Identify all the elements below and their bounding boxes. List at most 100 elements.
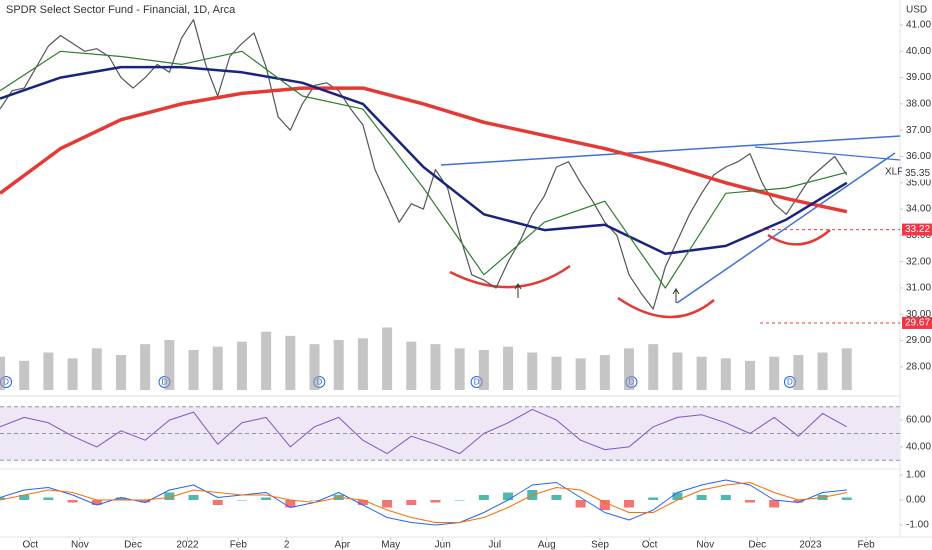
volume-bar xyxy=(527,352,538,390)
histogram-bar xyxy=(91,500,102,505)
volume-bar xyxy=(841,348,852,390)
series-line xyxy=(0,86,848,214)
series-line xyxy=(0,479,847,526)
x-tick-label: Nov xyxy=(696,540,714,550)
y-tick-label: 34.00 xyxy=(906,204,931,215)
histogram-bar xyxy=(672,492,683,500)
y-tick-label: 38.00 xyxy=(906,99,931,110)
x-tick-label: Dec xyxy=(748,540,766,550)
x-tick-label: May xyxy=(381,540,400,550)
series-line xyxy=(0,19,848,310)
volume-bar xyxy=(551,356,562,390)
volume-bar xyxy=(19,360,30,390)
histogram-bar xyxy=(454,500,465,501)
histogram-bar xyxy=(261,497,272,500)
series-line xyxy=(0,65,848,256)
y-tick-label: 41.00 xyxy=(906,20,931,31)
histogram-bar xyxy=(357,500,368,505)
histogram-bar xyxy=(430,500,441,503)
histogram-bar xyxy=(212,500,223,505)
histogram-bar xyxy=(285,500,296,508)
volume-bar xyxy=(309,344,320,390)
histogram-bar xyxy=(551,495,562,500)
volume-bar xyxy=(720,358,731,390)
volume-bar xyxy=(212,346,223,390)
histogram-bar xyxy=(406,500,417,505)
volume-bar xyxy=(454,348,465,390)
volume-bar xyxy=(817,352,828,390)
x-tick-label: 2022 xyxy=(176,540,199,550)
symbol-label: XLF xyxy=(885,167,903,178)
volume-bar xyxy=(140,344,151,390)
histogram-bar xyxy=(648,497,659,500)
x-tick-label: Oct xyxy=(642,540,658,550)
x-tick-label: Sep xyxy=(591,540,609,550)
volume-bar xyxy=(599,355,610,390)
chart-title: SPDR Select Sector Fund - Financial, 1D,… xyxy=(6,4,236,16)
volume-bar xyxy=(503,346,514,390)
volume-bar xyxy=(0,356,5,390)
y-tick-label: 40.00 xyxy=(906,46,931,57)
arrow xyxy=(514,283,522,298)
y-tick-label: 31.00 xyxy=(906,283,931,294)
volume-bar xyxy=(164,340,175,390)
volume-bar xyxy=(357,338,368,390)
volume-bar xyxy=(745,360,755,390)
trend-line xyxy=(440,135,901,166)
histogram-bar xyxy=(140,500,151,503)
pattern-arc xyxy=(617,296,715,319)
volume-bar xyxy=(236,341,247,390)
y-tick-label: 60.00 xyxy=(906,415,931,426)
y-tick-label: 29.00 xyxy=(906,335,931,346)
dividend-label: D xyxy=(474,378,480,387)
y-tick-label: 32.00 xyxy=(906,256,931,267)
y-tick-label: 40.00 xyxy=(906,442,931,453)
volume-bar xyxy=(91,348,102,390)
dividend-label: D xyxy=(787,378,793,387)
histogram-bar xyxy=(382,500,393,508)
volume-bar xyxy=(333,340,344,390)
price-label: 33.22 xyxy=(905,224,930,235)
price-label-box xyxy=(902,223,932,236)
x-tick-label: Oct xyxy=(22,540,38,550)
volume-bar xyxy=(188,350,199,390)
y-tick-label: 1.00 xyxy=(906,470,926,481)
y-tick-label: 36.00 xyxy=(906,151,931,162)
x-tick-label: Aug xyxy=(538,540,556,550)
volume-bar xyxy=(672,352,683,390)
x-tick-label: Feb xyxy=(858,540,876,550)
pattern-arc xyxy=(767,229,831,246)
volume-bar xyxy=(382,327,393,390)
y-tick-label: 39.00 xyxy=(906,72,931,83)
series-line xyxy=(0,408,848,455)
trend-line xyxy=(676,152,896,304)
y-tick-label: 37.00 xyxy=(906,125,931,136)
volume-bar xyxy=(115,355,126,390)
series-line xyxy=(0,482,847,523)
x-tick-label: Feb xyxy=(230,540,248,550)
histogram-bar xyxy=(575,500,586,508)
x-tick-label: Dec xyxy=(124,540,142,550)
y-tick-label: -1.00 xyxy=(906,520,929,531)
arrow xyxy=(672,288,680,303)
trend-line xyxy=(754,146,901,161)
histogram-bar xyxy=(720,495,731,500)
volume-bar xyxy=(43,352,54,390)
series-line xyxy=(0,50,847,289)
price-label-box xyxy=(902,167,932,180)
price-label: 35.35 xyxy=(905,168,930,179)
volume-bar xyxy=(648,344,659,390)
histogram-bar xyxy=(624,500,635,508)
volume-bar xyxy=(285,335,296,390)
histogram-bar xyxy=(745,500,755,503)
volume-bar xyxy=(67,358,78,390)
histogram-bar xyxy=(309,500,320,501)
volume-bar xyxy=(430,344,441,390)
dividend-label: D xyxy=(3,378,9,387)
histogram-bar xyxy=(769,500,780,508)
volume-bar xyxy=(575,358,586,390)
x-tick-label: 2023 xyxy=(799,540,822,550)
volume-bar xyxy=(793,355,804,390)
histogram-bar xyxy=(841,497,852,500)
